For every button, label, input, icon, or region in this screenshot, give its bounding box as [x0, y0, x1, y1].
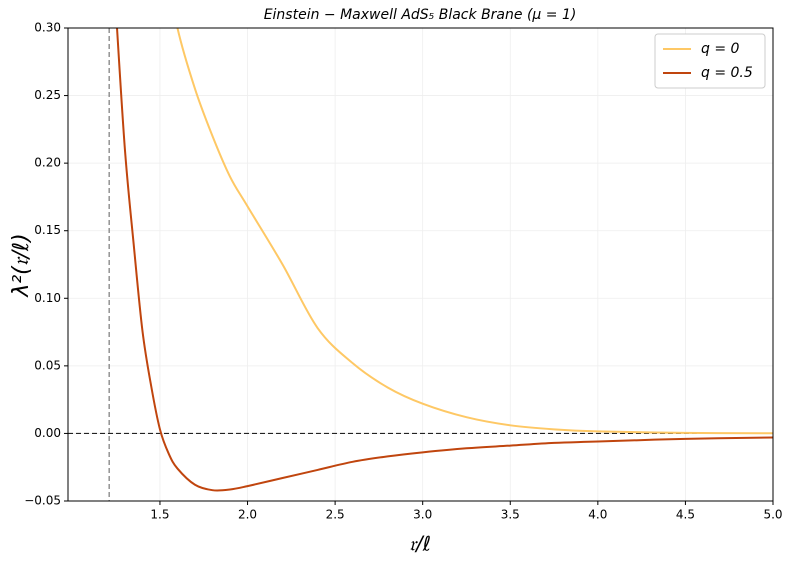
x-tick-label: 4.0 — [588, 508, 607, 522]
legend-label: q = 0 — [701, 41, 740, 57]
plot-frame — [67, 27, 774, 502]
y-tick-label: 0.20 — [34, 156, 61, 170]
series-line — [176, 28, 773, 435]
legend-label: q = 0.5 — [701, 65, 753, 81]
y-tick-label: 0.25 — [34, 88, 61, 102]
x-tick-label: 2.5 — [326, 508, 345, 522]
x-tick-label: 3.5 — [501, 508, 520, 522]
legend-box — [654, 33, 766, 89]
y-tick-label: 0.05 — [34, 358, 61, 372]
y-axis-label: λ²(𝔯/ℓ) — [9, 233, 34, 297]
y-tick-label: 0.00 — [34, 426, 61, 440]
x-axis-label: 𝔯/ℓ — [409, 532, 431, 556]
x-tick-label: 1.5 — [150, 508, 169, 522]
y-tick-label: 0.15 — [34, 223, 61, 237]
y-tick-label: 0.30 — [34, 21, 61, 35]
x-tick-label: 4.5 — [676, 508, 695, 522]
plot-area — [68, 28, 773, 501]
x-tick-label: 3.0 — [413, 508, 432, 522]
chart-title: Einstein − Maxwell AdS₅ Black Brane (μ =… — [264, 7, 577, 23]
x-tick-label: 2.0 — [238, 508, 257, 522]
series-line — [116, 28, 773, 492]
y-tick-label: 0.10 — [34, 291, 61, 305]
x-tick-label: 5.0 — [763, 508, 782, 522]
y-tick-label: −0.05 — [24, 494, 61, 508]
